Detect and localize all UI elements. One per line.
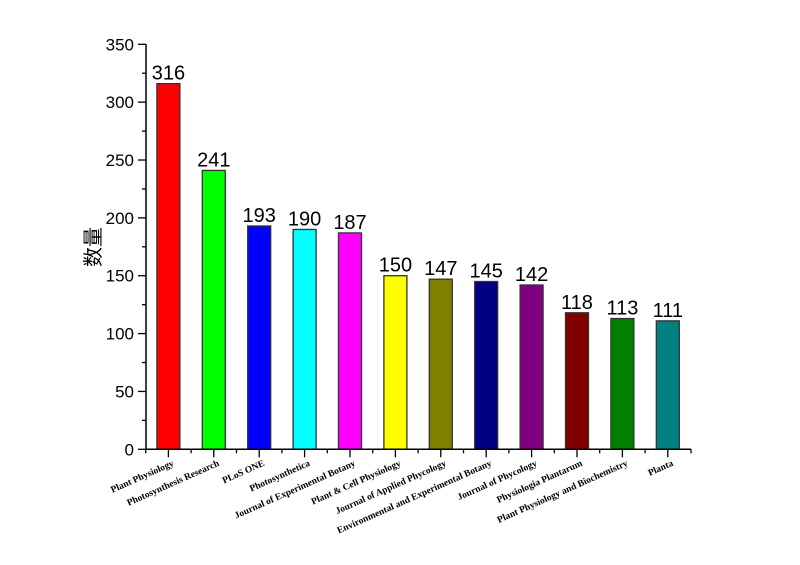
bar <box>655 320 680 450</box>
y-axis-label: 数量 <box>81 227 105 267</box>
bar <box>337 232 363 450</box>
data-label: 241 <box>197 149 230 171</box>
y-tick-label: 150 <box>106 267 134 286</box>
y-tick-label: 250 <box>106 151 134 170</box>
x-tick-label: Planta <box>647 459 675 479</box>
bar <box>383 275 408 450</box>
bar <box>610 317 635 450</box>
y-tick-label: 350 <box>106 35 134 54</box>
y-tick-label: 0 <box>125 440 134 459</box>
y-tick-label: 300 <box>106 93 134 112</box>
bar <box>564 312 590 450</box>
bar <box>519 284 544 450</box>
data-label: 316 <box>152 63 185 85</box>
data-label: 187 <box>333 212 366 234</box>
bar <box>474 280 499 450</box>
data-label: 142 <box>515 264 548 286</box>
data-label: 147 <box>424 258 457 280</box>
y-tick-label: 100 <box>106 325 134 344</box>
data-label: 190 <box>288 208 321 230</box>
bar <box>292 228 317 450</box>
data-label: 193 <box>243 205 276 227</box>
data-label: 111 <box>653 300 683 322</box>
bar <box>428 278 453 450</box>
data-label: 118 <box>561 292 593 314</box>
bar <box>247 225 272 450</box>
y-tick-label: 50 <box>115 382 134 401</box>
bar <box>201 169 226 450</box>
bars: 316 241 193 190 187 150 147 145 142 118 113 111 <box>152 63 683 450</box>
data-label: 145 <box>470 261 503 283</box>
y-tick-label: 200 <box>106 209 134 228</box>
bar <box>156 82 181 450</box>
data-label: 150 <box>379 255 412 277</box>
data-label: 113 <box>606 298 638 320</box>
